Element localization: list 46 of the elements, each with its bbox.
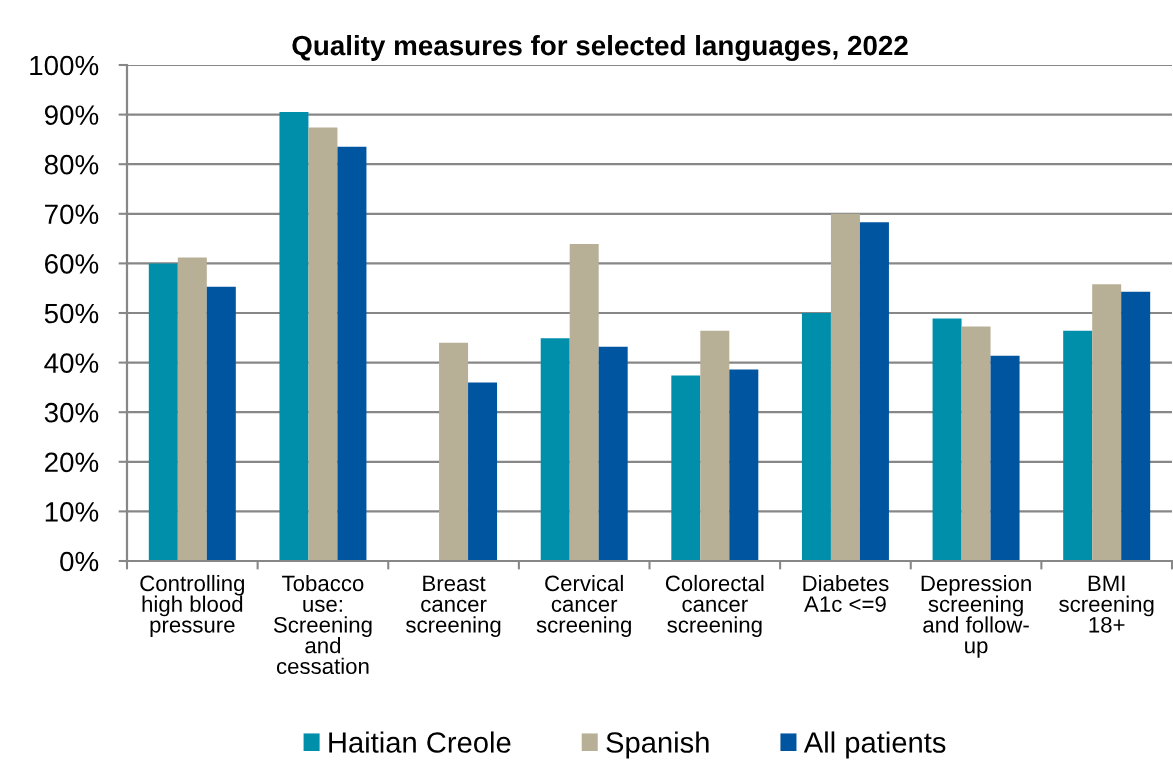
bar xyxy=(308,127,338,561)
bar xyxy=(671,375,701,561)
y-tick-label: 0% xyxy=(60,551,99,572)
bar xyxy=(1063,330,1093,561)
x-tick-label: Controlling high blood pressure xyxy=(140,574,244,638)
legend-label: All patients xyxy=(803,731,946,759)
bar xyxy=(801,313,831,561)
bar xyxy=(729,369,759,561)
y-tick-label: 40% xyxy=(44,353,99,373)
x-tick-label: Cervical cancer screening xyxy=(536,574,631,638)
x-tick-label: Depression screening and follow- up xyxy=(921,574,1031,658)
bar xyxy=(177,257,207,561)
bar xyxy=(279,112,309,561)
bar xyxy=(439,342,469,561)
bar xyxy=(148,263,178,561)
x-tick-label: Colorectal cancer screening xyxy=(665,574,764,638)
y-tick-label: 30% xyxy=(44,402,99,423)
legend-label: Haitian Creole xyxy=(329,731,511,753)
y-tick-label: 80% xyxy=(44,154,99,175)
bar xyxy=(337,146,367,561)
x-tick-label: Tobacco use: Screening and cessation xyxy=(273,574,372,675)
legend-label: Spanish xyxy=(606,731,709,759)
y-tick-label: 90% xyxy=(44,105,99,125)
bar xyxy=(830,213,860,561)
x-tick-label: Breast cancer screening xyxy=(406,575,501,638)
y-tick-label: 20% xyxy=(45,452,99,473)
bar xyxy=(468,382,498,561)
y-tick-label: 10% xyxy=(45,502,99,522)
bar xyxy=(569,244,599,561)
bar xyxy=(1092,284,1122,561)
y-tick-label: 100% xyxy=(30,55,99,76)
y-tick-label: 50% xyxy=(44,303,99,324)
chart-title: Quality measures for selected languages, 2022 xyxy=(292,34,908,62)
bar xyxy=(990,355,1020,561)
y-tick-label: 60% xyxy=(45,254,99,274)
bar xyxy=(859,222,889,561)
bar xyxy=(700,330,730,561)
bar xyxy=(540,338,570,561)
bar xyxy=(961,326,991,561)
bar xyxy=(1121,291,1151,561)
bar xyxy=(598,346,628,561)
x-tick-label: BMI screening 18+ xyxy=(1059,575,1154,633)
x-tick-label: Diabetes A1c <=9 xyxy=(803,574,889,612)
y-tick-label: 70% xyxy=(45,204,99,225)
bar xyxy=(932,318,962,561)
bar xyxy=(206,286,236,561)
